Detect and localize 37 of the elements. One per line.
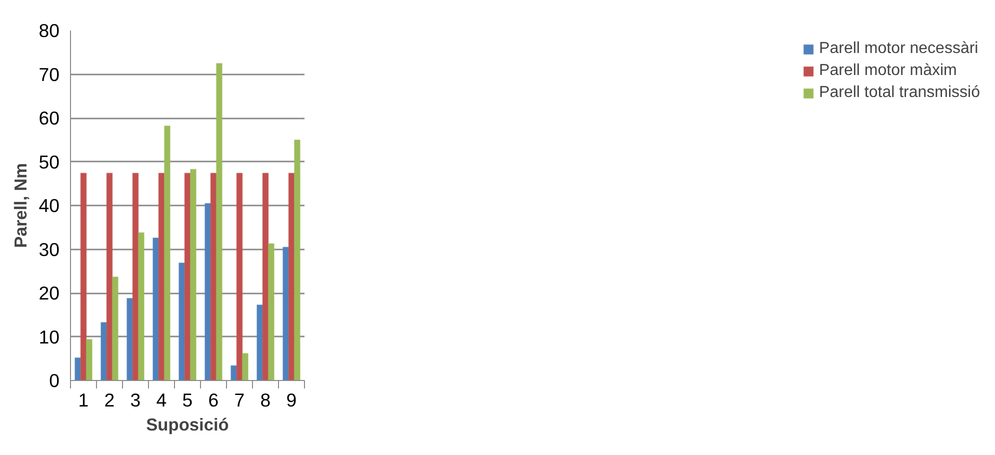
x-tick-label: 9 — [286, 390, 297, 410]
bar — [294, 139, 301, 380]
bar — [80, 172, 87, 380]
bar — [86, 338, 93, 380]
x-tick-label: 3 — [130, 390, 141, 410]
bar — [242, 352, 249, 380]
bar — [262, 172, 269, 380]
legend-label: Parell motor màxim — [819, 62, 957, 80]
x-tick-label: 2 — [104, 390, 115, 410]
y-tick-label: 0 — [49, 370, 60, 391]
bar — [268, 243, 275, 380]
x-tick-label: 5 — [182, 390, 193, 410]
x-axis-title: Suposició — [146, 414, 229, 434]
bar — [138, 232, 145, 380]
bar — [132, 172, 139, 380]
bar — [236, 172, 243, 380]
x-tick-label: 7 — [234, 390, 245, 410]
y-tick-label: 50 — [38, 151, 60, 172]
legend-label: Parell motor necessàri — [819, 40, 978, 58]
x-tick-label: 6 — [208, 390, 219, 410]
y-tick-label: 20 — [38, 282, 60, 304]
y-tick-label: 60 — [38, 108, 60, 128]
y-tick-label: 10 — [38, 326, 60, 348]
bar — [216, 62, 223, 380]
y-axis-title: Parell, Nm — [10, 163, 31, 248]
x-tick-label: 1 — [78, 390, 89, 410]
y-tick-label: 80 — [38, 20, 60, 41]
y-tick-label: 40 — [38, 195, 60, 216]
bar — [164, 125, 171, 380]
legend-label: Parell total transmissió — [819, 84, 980, 102]
bar — [190, 168, 197, 380]
bar — [112, 276, 119, 380]
y-tick-label: 70 — [38, 64, 60, 85]
x-tick-label: 4 — [156, 390, 167, 410]
y-tick-label: 30 — [38, 238, 60, 260]
x-tick-label: 8 — [260, 390, 271, 410]
bar — [106, 172, 113, 380]
